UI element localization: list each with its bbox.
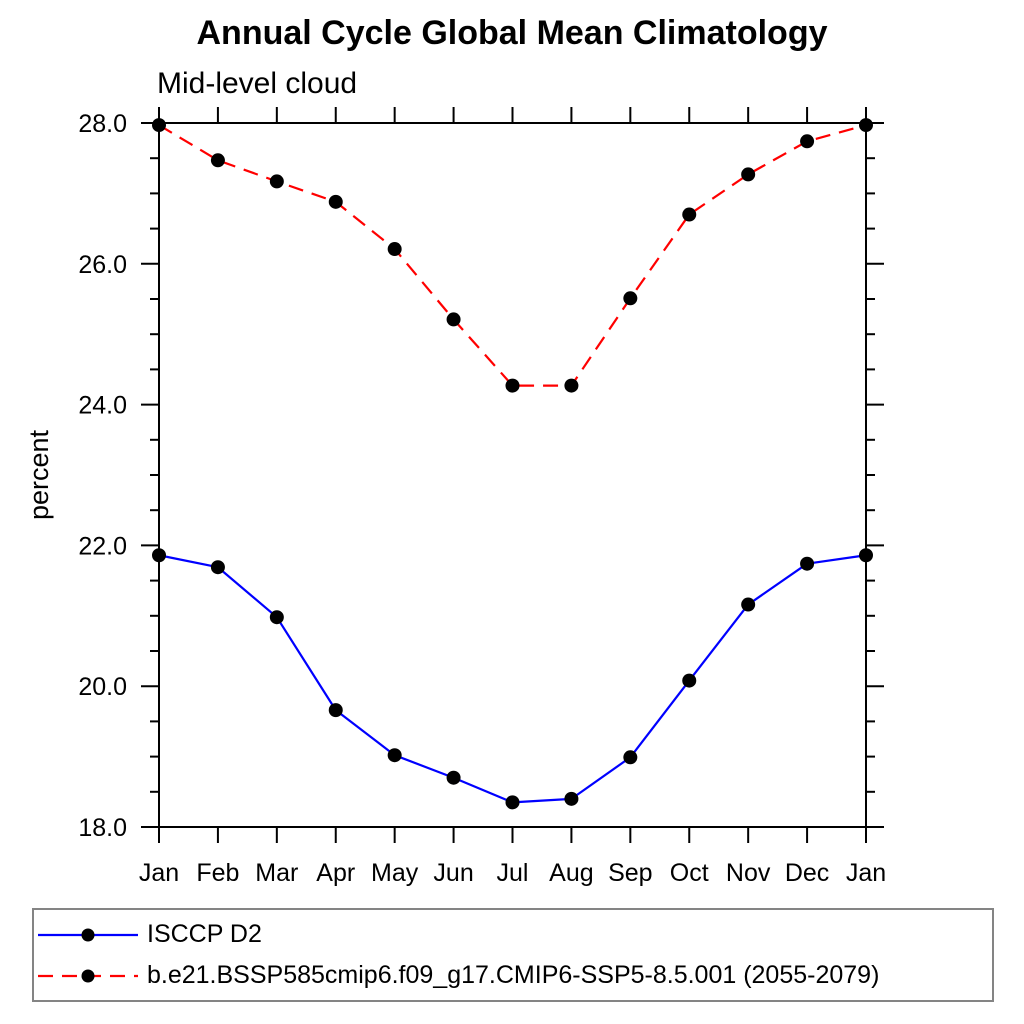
legend-item-isccp-d2: ISCCP D2 [34,914,992,955]
x-tick-label: Dec [785,859,829,887]
series-line-1 [158,124,867,387]
x-tick-label: Feb [196,859,239,887]
chart-subtitle: Mid-level cloud [157,67,358,100]
y-tick-label: 20.0 [78,673,127,701]
data-point-marker [387,748,402,763]
x-tick-label: Nov [726,859,771,887]
data-point-marker [623,291,638,306]
x-tick-label: May [371,859,419,887]
data-point-marker [859,548,873,563]
data-point-marker [800,556,815,571]
data-point-marker [564,378,579,393]
data-point-marker [741,597,756,612]
data-point-marker [623,750,638,765]
data-point-marker [328,194,343,209]
x-tick-label: Sep [608,859,652,887]
plot-border [158,122,867,828]
legend-item-model-run: b.e21.BSSP585cmip6.f09_g17.CMIP6-SSP5-8.… [34,955,992,996]
data-point-marker [682,673,697,688]
data-point-marker [328,703,343,718]
x-tick-label: Jul [497,859,529,887]
data-point-marker [446,312,461,327]
data-point-marker [564,791,579,806]
y-tick-label: 26.0 [78,251,127,279]
chart-title: Annual Cycle Global Mean Climatology [196,14,828,52]
data-point-marker [210,153,225,168]
x-tick-label: Aug [549,859,593,887]
data-point-marker [505,795,520,810]
data-point-marker [800,134,815,149]
x-tick-label: Jan [139,859,179,887]
legend-label-model-run: b.e21.BSSP585cmip6.f09_g17.CMIP6-SSP5-8.… [147,961,880,989]
data-point-marker [269,610,284,625]
x-tick-label: Mar [255,859,298,887]
y-tick-label: 22.0 [78,532,127,560]
x-tick-label: Jun [433,859,473,887]
data-point-marker [741,167,756,182]
data-point-marker [859,118,873,133]
x-tick-label: Oct [670,859,709,887]
data-point-marker [387,242,402,257]
legend: ISCCP D2 b.e21.BSSP585cmip6.f09_g17.CMIP… [32,908,994,1002]
legend-label-isccp-d2: ISCCP D2 [147,920,262,948]
x-tick-label: Apr [316,859,355,887]
data-point-marker [682,207,697,222]
data-point-marker [269,174,284,189]
data-point-marker [152,118,166,133]
x-tick-label: Jan [846,859,886,887]
data-point-marker [152,548,166,563]
data-point-marker [210,560,225,575]
y-tick-label: 28.0 [78,110,127,138]
series-line-0 [158,554,867,804]
y-tick-label: 24.0 [78,392,127,420]
legend-swatch-solid-line [38,928,138,941]
legend-swatch-dashed-line [38,969,138,982]
legend-marker-dot [81,928,95,941]
y-tick-label: 18.0 [78,814,127,842]
data-point-marker [505,378,520,393]
data-point-marker [446,770,461,785]
legend-marker-dot [81,969,95,982]
